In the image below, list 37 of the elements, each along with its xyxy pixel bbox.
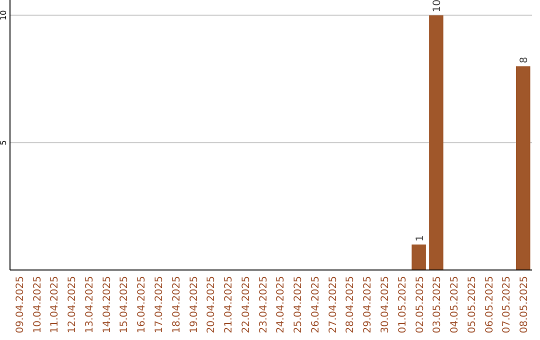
x-tick-label: 12.04.2025 [67, 276, 78, 334]
x-tick-label: 25.04.2025 [293, 276, 304, 334]
x-tick-label: 08.05.2025 [519, 276, 530, 334]
data-label: 10 [432, 0, 444, 12]
x-tick-label: 18.04.2025 [171, 276, 182, 334]
x-tick-label: 24.04.2025 [276, 276, 287, 334]
x-tick-label: 03.05.2025 [432, 276, 444, 334]
x-tick-label: 23.04.2025 [258, 276, 270, 334]
bar [516, 66, 530, 270]
x-tick-label: 11.04.2025 [50, 276, 61, 334]
x-tick-label: 07.05.2025 [502, 276, 513, 334]
x-tick-label: 02.05.2025 [414, 276, 426, 334]
x-tick-label: 28.04.2025 [345, 276, 356, 334]
y-tick-label: 5 [0, 140, 8, 146]
x-tick-label: 30.04.2025 [380, 276, 392, 334]
x-tick-label: 22.04.2025 [240, 276, 252, 334]
x-tick-label: 04.05.2025 [450, 276, 461, 334]
x-tick-label: 21.04.2025 [224, 276, 235, 334]
data-label: 1 [414, 235, 426, 242]
x-tick-label: 10.04.2025 [32, 276, 44, 334]
bar [412, 244, 426, 270]
x-tick-label: 29.04.2025 [362, 276, 374, 334]
x-tick-label: 17.04.2025 [154, 276, 165, 334]
x-tick-label: 14.04.2025 [102, 276, 113, 334]
x-tick-label: 26.04.2025 [310, 276, 322, 334]
x-tick-label: 05.05.2025 [466, 276, 478, 334]
bar [429, 15, 444, 270]
x-tick-label: 01.05.2025 [397, 276, 408, 334]
x-tick-label: 09.04.2025 [14, 276, 26, 334]
x-tick-label: 16.04.2025 [136, 276, 148, 334]
x-tick-label: 20.04.2025 [206, 276, 218, 334]
x-tick-label: 15.04.2025 [119, 276, 130, 334]
data-label: 8 [519, 56, 530, 64]
x-tick-label: 19.04.2025 [188, 276, 200, 334]
x-tick-label: 06.05.2025 [484, 276, 496, 334]
x-tick-label: 27.04.2025 [328, 276, 339, 334]
x-tick-label: 13.04.2025 [84, 276, 96, 334]
